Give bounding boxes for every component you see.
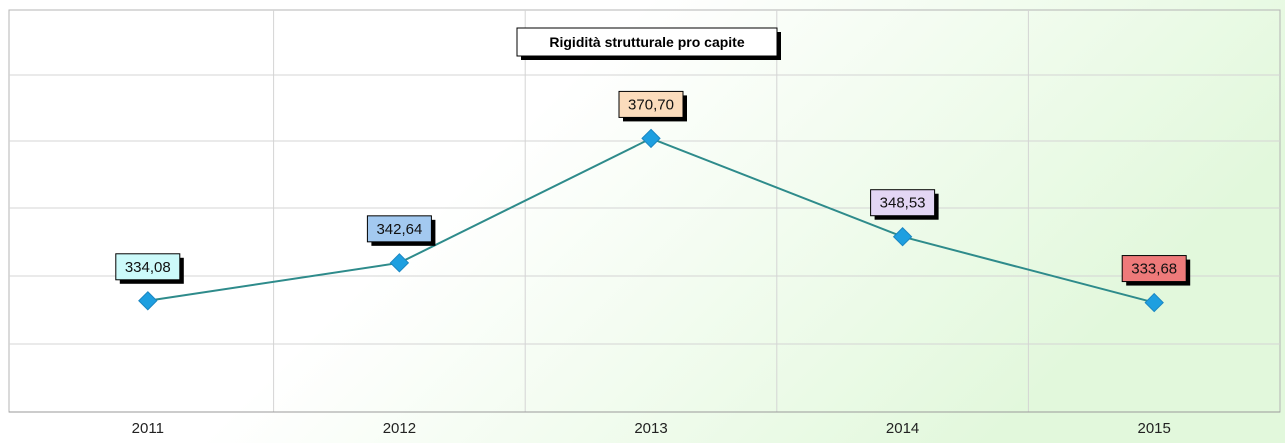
data-label: 342,64 [376, 221, 422, 238]
data-label-box [870, 189, 936, 217]
data-point-marker [1144, 292, 1164, 313]
data-label: 370,70 [628, 96, 674, 113]
data-label: 334,08 [125, 259, 171, 276]
data-label-box [618, 90, 684, 118]
data-label-box [366, 215, 432, 243]
chart-title-group: Rigidità strutturale pro capite [516, 27, 781, 60]
x-axis: 2011 2012 2013 2014 2015 [9, 411, 1280, 437]
data-point-marker [389, 253, 410, 273]
x-tick-label: 2014 [886, 420, 919, 437]
data-point-marker [641, 128, 661, 149]
data-label-group: 334,08 342,64 370,70 348,53 333,68 [115, 90, 1191, 286]
marker-group [138, 128, 1164, 313]
chart-title: Rigidità strutturale pro capite [549, 34, 744, 50]
x-tick-label: 2012 [383, 420, 416, 437]
data-label: 333,68 [1131, 261, 1177, 278]
x-tick-label: 2011 [132, 420, 164, 437]
data-point-marker [138, 291, 158, 311]
x-tick-label: 2015 [1138, 420, 1171, 437]
x-tick-label: 2013 [634, 420, 667, 437]
data-label-box [1121, 255, 1187, 283]
chart-title-box [516, 27, 778, 57]
data-label-box [115, 253, 181, 281]
gridlines [9, 10, 1280, 412]
data-point-marker [892, 227, 913, 247]
data-label: 348,53 [880, 195, 926, 212]
